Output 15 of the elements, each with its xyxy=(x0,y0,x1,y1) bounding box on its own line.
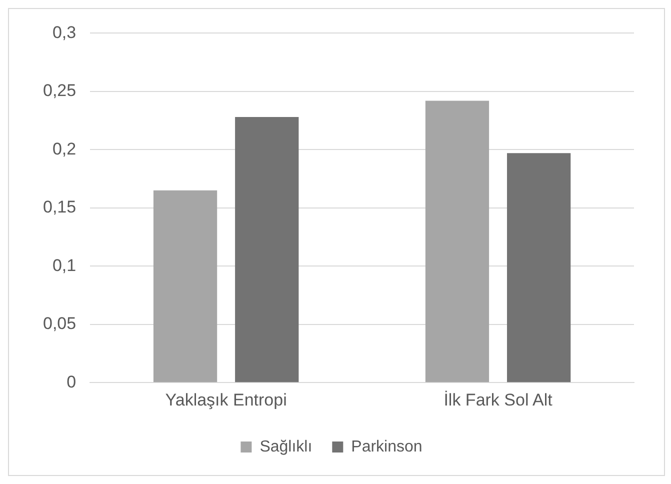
y-tick-label: 0,25 xyxy=(42,81,76,100)
legend-label: Parkinson xyxy=(351,438,422,456)
x-tick-label: Yaklaşık Entropi xyxy=(165,390,287,410)
y-tick-label: 0,1 xyxy=(52,256,76,275)
y-tick-label: 0 xyxy=(66,372,76,392)
y-tick-label: 0,05 xyxy=(42,314,76,334)
bar xyxy=(425,100,490,382)
y-tick-label: 0,15 xyxy=(42,198,76,217)
legend-label: Sağlıklı xyxy=(260,438,312,456)
bar xyxy=(506,153,571,382)
x-tick-label: İlk Fark Sol Alt xyxy=(444,390,553,410)
y-tick-label: 0,3 xyxy=(52,22,76,42)
bar xyxy=(235,117,299,382)
bar xyxy=(153,190,218,382)
y-tick-label: 0,2 xyxy=(52,139,76,158)
